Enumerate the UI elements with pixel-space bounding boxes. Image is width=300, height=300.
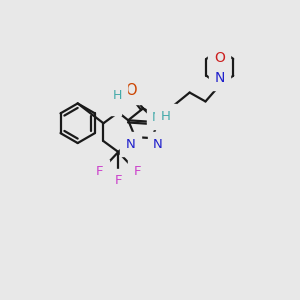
Text: N: N (106, 97, 115, 110)
Text: N: N (214, 71, 224, 85)
Text: O: O (125, 83, 137, 98)
Text: F: F (134, 165, 141, 178)
Text: H: H (161, 110, 171, 123)
Text: H: H (112, 89, 122, 102)
Text: O: O (214, 51, 225, 65)
Text: N: N (125, 138, 135, 151)
Text: F: F (115, 174, 122, 187)
Text: N: N (152, 111, 162, 124)
Text: F: F (96, 165, 103, 178)
Text: N: N (153, 138, 163, 151)
